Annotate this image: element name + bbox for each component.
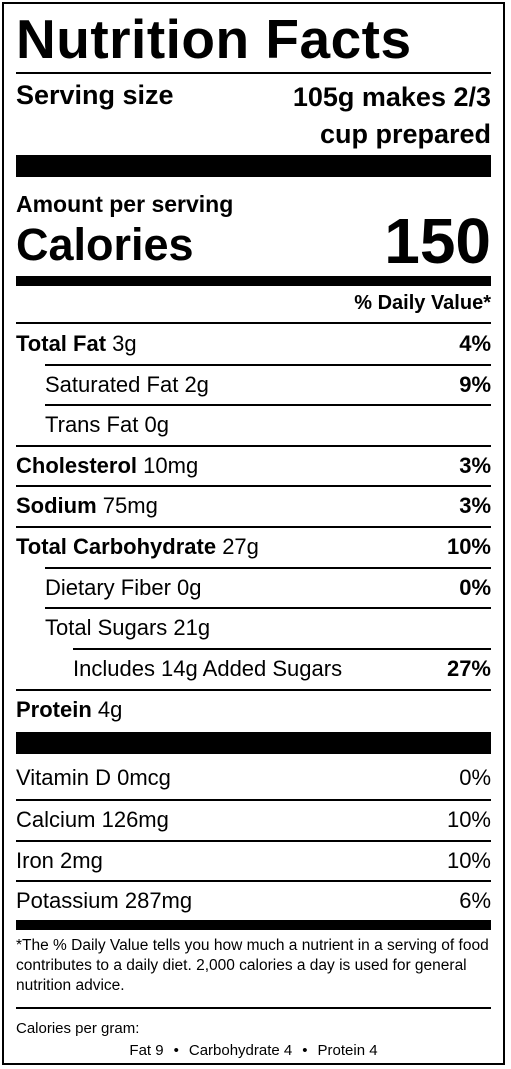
row-divider bbox=[16, 840, 491, 842]
nutrient-name: Includes 14g Added Sugars bbox=[73, 656, 343, 681]
calories-rule bbox=[16, 276, 491, 286]
calories-value: 150 bbox=[384, 205, 491, 277]
nutrient-dv: 0% bbox=[459, 575, 491, 600]
vitamin-dv: 6% bbox=[459, 888, 491, 913]
vitamin-dv: 0% bbox=[459, 765, 491, 790]
title-rule bbox=[16, 72, 491, 74]
vitamin-dv: 10% bbox=[446, 848, 491, 873]
nutrient-dv: 9% bbox=[459, 372, 491, 397]
vitamin-row-potassium: Potassium 287mg 6% bbox=[16, 881, 491, 921]
row-divider bbox=[16, 689, 491, 691]
vitamin-name: Potassium 287mg bbox=[16, 888, 193, 913]
daily-value-footnote: *The % Daily Value tells you how much a … bbox=[16, 937, 489, 994]
vitamin-name: Calcium 126mg bbox=[16, 807, 169, 832]
nutrient-dv: 4% bbox=[459, 331, 491, 356]
nutrient-row-total-carbohydrate: Total Carbohydrate 27g 10% bbox=[16, 527, 491, 567]
nutrient-dv: 3% bbox=[459, 493, 491, 518]
nutrient-name: Dietary Fiber 0g bbox=[45, 575, 202, 600]
vitamin-row-vitamin-d: Vitamin D 0mcg 0% bbox=[16, 758, 491, 798]
label-title: Nutrition Facts bbox=[16, 8, 412, 70]
nutrient-dv: 3% bbox=[459, 453, 491, 478]
calories-label: Calories bbox=[16, 219, 194, 270]
row-divider bbox=[45, 364, 491, 366]
row-divider bbox=[45, 607, 491, 609]
nutrient-name: Total Sugars 21g bbox=[45, 615, 211, 640]
vitamin-name: Iron 2mg bbox=[16, 848, 103, 873]
nutrient-row-cholesterol: Cholesterol 10mg 3% bbox=[16, 446, 491, 486]
thick-rule-middle bbox=[16, 732, 491, 754]
cpg-carbohydrate: Carbohydrate 4 bbox=[188, 1042, 293, 1059]
nutrient-row-total-fat: Total Fat 3g 4% bbox=[16, 324, 491, 364]
nutrient-name: Total Carbohydrate 27g bbox=[16, 534, 259, 559]
bullet-separator: • bbox=[173, 1042, 179, 1059]
label-content: Nutrition Facts Serving size 105g makes … bbox=[16, 4, 491, 1063]
amount-per-serving: Amount per serving bbox=[16, 191, 234, 217]
thick-rule-top bbox=[16, 155, 491, 177]
nutrient-name: Trans Fat 0g bbox=[45, 412, 169, 437]
rule-dv bbox=[16, 322, 491, 324]
footnote-rule bbox=[16, 1007, 491, 1009]
cpg-protein: Protein 4 bbox=[317, 1042, 378, 1059]
nutrient-row-dietary-fiber: Dietary Fiber 0g 0% bbox=[16, 568, 491, 608]
nutrient-name: Total Fat 3g bbox=[16, 331, 137, 356]
vitamin-row-calcium: Calcium 126mg 10% bbox=[16, 800, 491, 840]
nutrient-name: Cholesterol 10mg bbox=[16, 453, 199, 478]
calories-per-gram-label: Calories per gram: bbox=[16, 1020, 140, 1037]
bullet-separator: • bbox=[302, 1042, 308, 1059]
row-divider bbox=[16, 445, 491, 447]
cpg-fat: Fat 9 bbox=[129, 1042, 164, 1059]
nutrient-row-total-sugars: Total Sugars 21g bbox=[16, 608, 491, 648]
row-divider bbox=[16, 799, 491, 801]
daily-value-header: % Daily Value* bbox=[354, 292, 491, 314]
serving-size-label: Serving size bbox=[16, 80, 174, 110]
nutrient-row-protein: Protein 4g bbox=[16, 690, 491, 730]
row-divider bbox=[16, 526, 491, 528]
serving-size-value: 105g makes 2/3 cup prepared bbox=[292, 82, 491, 149]
nutrient-row-trans-fat: Trans Fat 0g bbox=[16, 405, 491, 445]
nutrient-dv: 10% bbox=[446, 534, 491, 559]
thick-rule-bottom bbox=[16, 920, 491, 930]
nutrient-row-sodium: Sodium 75mg 3% bbox=[16, 486, 491, 526]
row-divider bbox=[16, 485, 491, 487]
row-divider bbox=[73, 648, 491, 650]
nutrient-name: Saturated Fat 2g bbox=[45, 372, 209, 397]
nutrient-name: Protein 4g bbox=[16, 697, 123, 722]
nutrition-facts-label: Nutrition Facts Serving size 105g makes … bbox=[2, 2, 505, 1065]
nutrient-name: Sodium 75mg bbox=[16, 493, 158, 518]
row-divider bbox=[45, 567, 491, 569]
row-divider bbox=[45, 404, 491, 406]
nutrient-row-saturated-fat: Saturated Fat 2g 9% bbox=[16, 365, 491, 405]
nutrient-row-added-sugars: Includes 14g Added Sugars 27% bbox=[16, 649, 491, 689]
row-divider bbox=[16, 880, 491, 882]
vitamin-row-iron: Iron 2mg 10% bbox=[16, 841, 491, 881]
nutrient-dv: 27% bbox=[446, 656, 491, 681]
calories-per-gram-values: Fat 9 • Carbohydrate 4 • Protein 4 bbox=[16, 1041, 491, 1061]
vitamin-dv: 10% bbox=[446, 807, 491, 832]
vitamin-name: Vitamin D 0mcg bbox=[16, 765, 171, 790]
